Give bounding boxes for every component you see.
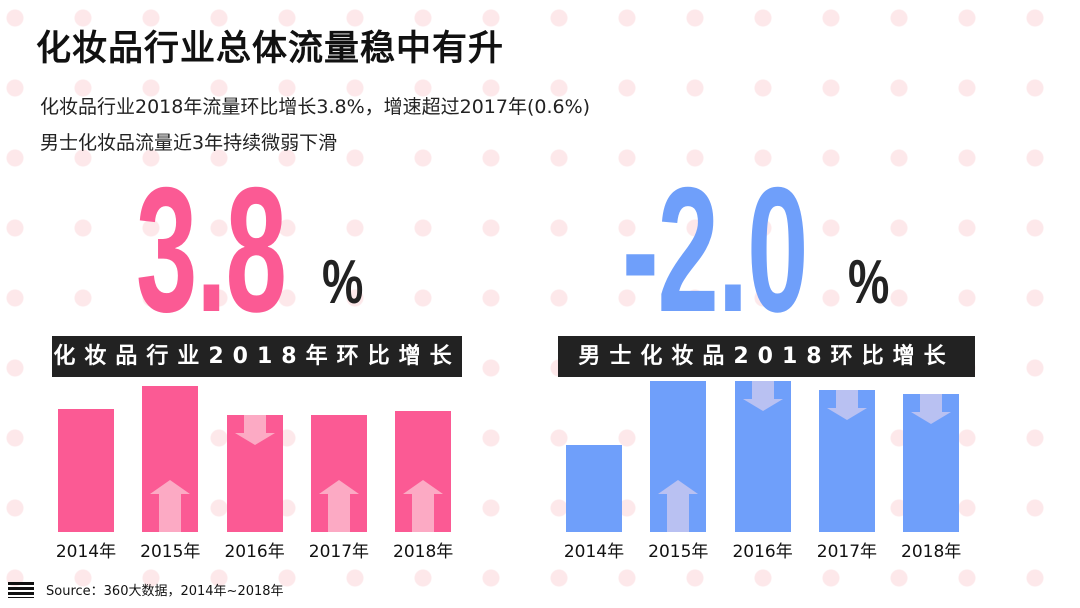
bar-2018年 <box>395 411 452 532</box>
x-tick-label: 2017年 <box>816 542 878 562</box>
headline-value: -2.0 <box>622 150 808 349</box>
x-tick-label: 2015年 <box>140 542 201 562</box>
subtitle-1: 化妆品行业2018年流量环比增长3.8%，增速超过2017年(0.6%) <box>40 96 591 118</box>
bar-chart-men: 2014年 2015年 2016年 2017年 2018年 <box>552 370 992 570</box>
x-tick-label: 2017年 <box>308 542 370 562</box>
chart-title-men: 男士化妆品2018环比增长 <box>558 336 975 377</box>
bar-2015年 <box>650 381 707 532</box>
subtitle-2: 男士化妆品流量近3年持续微弱下滑 <box>40 132 338 154</box>
chart-title-cosmetics: 化妆品行业2018年环比增长 <box>52 336 462 377</box>
bar-2014年 <box>566 445 622 532</box>
bar-2017年 <box>818 390 875 532</box>
bar-2018年 <box>903 394 960 532</box>
arrow-down-icon <box>234 415 275 445</box>
bar-2014年 <box>58 409 114 532</box>
x-tick-label: 2016年 <box>224 542 285 562</box>
headline-value: 3.8 <box>136 150 287 349</box>
headline-cosmetics: 3.8 % <box>136 150 377 349</box>
bar-chart-cosmetics: 2014年 2015年 2016年 2017年 2018年 <box>44 370 484 570</box>
bar-2016年 <box>734 381 791 532</box>
source-note: Source：360大数据，2014年~2018年 <box>8 580 284 599</box>
bar-2015年 <box>142 386 199 532</box>
x-tick-label: 2015年 <box>648 542 709 562</box>
arrow-down-icon <box>911 394 952 424</box>
menu-lines-icon <box>8 581 34 598</box>
arrow-down-icon <box>742 381 783 411</box>
x-tick-label: 2018年 <box>393 542 454 562</box>
headline-men: -2.0 % <box>622 150 921 349</box>
bar-2017年 <box>310 415 367 532</box>
arrow-up-icon <box>658 480 699 532</box>
x-tick-label: 2018年 <box>901 542 962 562</box>
arrow-down-icon <box>826 390 867 420</box>
headline-unit: % <box>848 248 890 317</box>
arrow-up-icon <box>150 480 191 532</box>
source-text: Source：360大数据，2014年~2018年 <box>46 584 284 599</box>
arrow-up-icon <box>318 480 359 532</box>
arrow-up-icon <box>403 480 444 532</box>
bar-2016年 <box>226 415 283 532</box>
x-tick-label: 2016年 <box>732 542 793 562</box>
x-tick-label: 2014年 <box>563 542 625 562</box>
x-tick-label: 2014年 <box>55 542 117 562</box>
page-title: 化妆品行业总体流量稳中有升 <box>36 29 505 69</box>
headline-unit: % <box>322 248 364 317</box>
